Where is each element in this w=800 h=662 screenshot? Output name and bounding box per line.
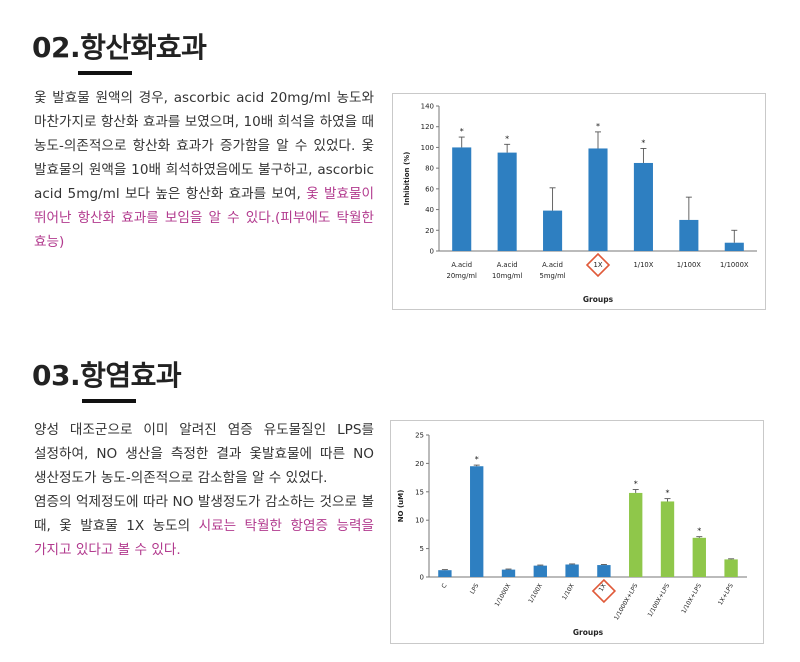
y-tick-label: 20 xyxy=(415,460,424,468)
paragraph-anti-inflammatory: 양성 대조군으로 이미 알려진 염증 유도물질인 LPS를 설정하여, NO 생… xyxy=(34,418,374,562)
x-tick-label: 1/10X+LPS xyxy=(680,582,703,615)
y-tick-label: 100 xyxy=(421,144,434,152)
y-tick-label: 15 xyxy=(415,488,424,496)
significance-mark: * xyxy=(460,127,464,136)
section-title-antioxidant: 02.항산화효과 xyxy=(32,31,207,64)
y-tick-label: 20 xyxy=(425,227,434,235)
bar xyxy=(470,466,484,577)
title-underline xyxy=(78,71,132,75)
x-tick-label: 1X+LPS xyxy=(717,582,735,606)
highlight-diamond xyxy=(585,252,611,278)
y-axis-title: Inhibition (%) xyxy=(403,152,411,206)
y-tick-label: 140 xyxy=(421,103,434,111)
x-tick-label: 1X xyxy=(598,583,608,593)
bar xyxy=(533,565,547,577)
significance-mark: * xyxy=(596,122,600,131)
bar xyxy=(724,242,744,251)
bar xyxy=(692,537,706,577)
x-tick-label: 20mg/ml xyxy=(447,272,477,280)
y-tick-label: 80 xyxy=(425,165,434,173)
y-tick-label: 10 xyxy=(415,517,424,525)
x-tick-label: A.acid xyxy=(497,261,518,269)
paragraph-antioxidant: 옻 발효물 원액의 경우, ascorbic acid 20mg/ml 농도와 … xyxy=(34,86,374,254)
y-tick-label: 0 xyxy=(430,248,434,256)
significance-mark: * xyxy=(634,480,638,489)
highlight-diamond xyxy=(591,578,617,604)
chart-antioxidant-frame: 0 20 40 60 80 100 120 140 Inhibition (%) Groups * A… xyxy=(392,93,766,310)
x-tick-label: LPS xyxy=(469,582,481,595)
chart-no-production-frame: 0 5 10 15 20 25 NO (uM) Groups C * LPS 1/1000X 1/100… xyxy=(390,420,764,644)
y-tick-label: 120 xyxy=(421,123,434,131)
x-axis-title: Groups xyxy=(583,295,614,304)
x-tick-label: 1/1000X xyxy=(494,583,513,608)
x-tick-label: A.acid xyxy=(542,261,563,269)
y-axis-title: NO (uM) xyxy=(397,490,405,523)
x-tick-label: 10mg/ml xyxy=(492,272,522,280)
x-tick-label: 1/1000X xyxy=(720,261,749,269)
bar xyxy=(565,564,579,577)
paragraph-text: 옻 발효물 원액의 경우, ascorbic acid 20mg/ml 농도와 … xyxy=(34,90,374,202)
y-tick-label: 0 xyxy=(420,574,424,582)
significance-mark: * xyxy=(505,134,509,143)
bar xyxy=(438,570,452,577)
bar xyxy=(633,162,653,251)
y-tick-label: 40 xyxy=(425,206,434,214)
bar xyxy=(452,147,472,251)
bar xyxy=(588,148,608,251)
x-tick-label: 1X xyxy=(594,261,603,269)
x-tick-label: A.acid xyxy=(451,261,472,269)
bar xyxy=(660,501,675,577)
x-tick-label: 5mg/ml xyxy=(540,272,566,280)
bar xyxy=(501,569,516,577)
bar xyxy=(629,492,643,577)
significance-mark: * xyxy=(475,455,479,464)
x-tick-label: 1/100X xyxy=(677,261,702,269)
x-tick-label: 1/10X xyxy=(633,261,653,269)
y-tick-label: 60 xyxy=(425,185,434,193)
significance-mark: * xyxy=(666,489,670,498)
paragraph-highlight: 옻 발효물이 뛰어난 항산화 효과를 보임을 알 수 있다.(피부에도 탁월한 … xyxy=(34,186,374,250)
bar xyxy=(597,565,611,577)
bar xyxy=(679,219,699,251)
bar xyxy=(497,152,517,251)
x-tick-label: 1/1000X+LPS xyxy=(613,582,640,621)
x-tick-label: 1/100X+LPS xyxy=(647,582,672,618)
paragraph-text: 염증의 억제정도에 따라 NO 발생정도가 감소하는 것으로 볼 때, 옻 발효… xyxy=(34,494,374,534)
title-underline xyxy=(82,399,136,403)
x-tick-label: 1/100X xyxy=(527,583,544,605)
significance-mark: * xyxy=(641,138,645,147)
chart-no-production: 0 5 10 15 20 25 NO (uM) Groups C * LPS 1/1000X 1/100… xyxy=(397,432,747,637)
significance-mark: * xyxy=(697,527,701,536)
paragraph-text: 양성 대조군으로 이미 알려진 염증 유도물질인 LPS를 설정하여, NO 생… xyxy=(34,422,374,486)
x-axis-title: Groups xyxy=(573,628,604,637)
bar xyxy=(724,559,738,577)
chart-antioxidant: 0 20 40 60 80 100 120 140 Inhibition (%) Groups * A… xyxy=(403,103,757,304)
x-tick-label: C xyxy=(440,583,448,590)
y-tick-label: 5 xyxy=(420,545,424,553)
x-tick-label: 1/10X xyxy=(561,583,576,602)
paragraph-highlight: 시료는 탁월한 항염증 능력을 가지고 있다고 볼 수 있다. xyxy=(34,518,374,558)
y-tick-label: 25 xyxy=(415,432,424,440)
bar xyxy=(543,210,563,251)
section-title-anti-inflammatory: 03.항염효과 xyxy=(32,359,182,392)
